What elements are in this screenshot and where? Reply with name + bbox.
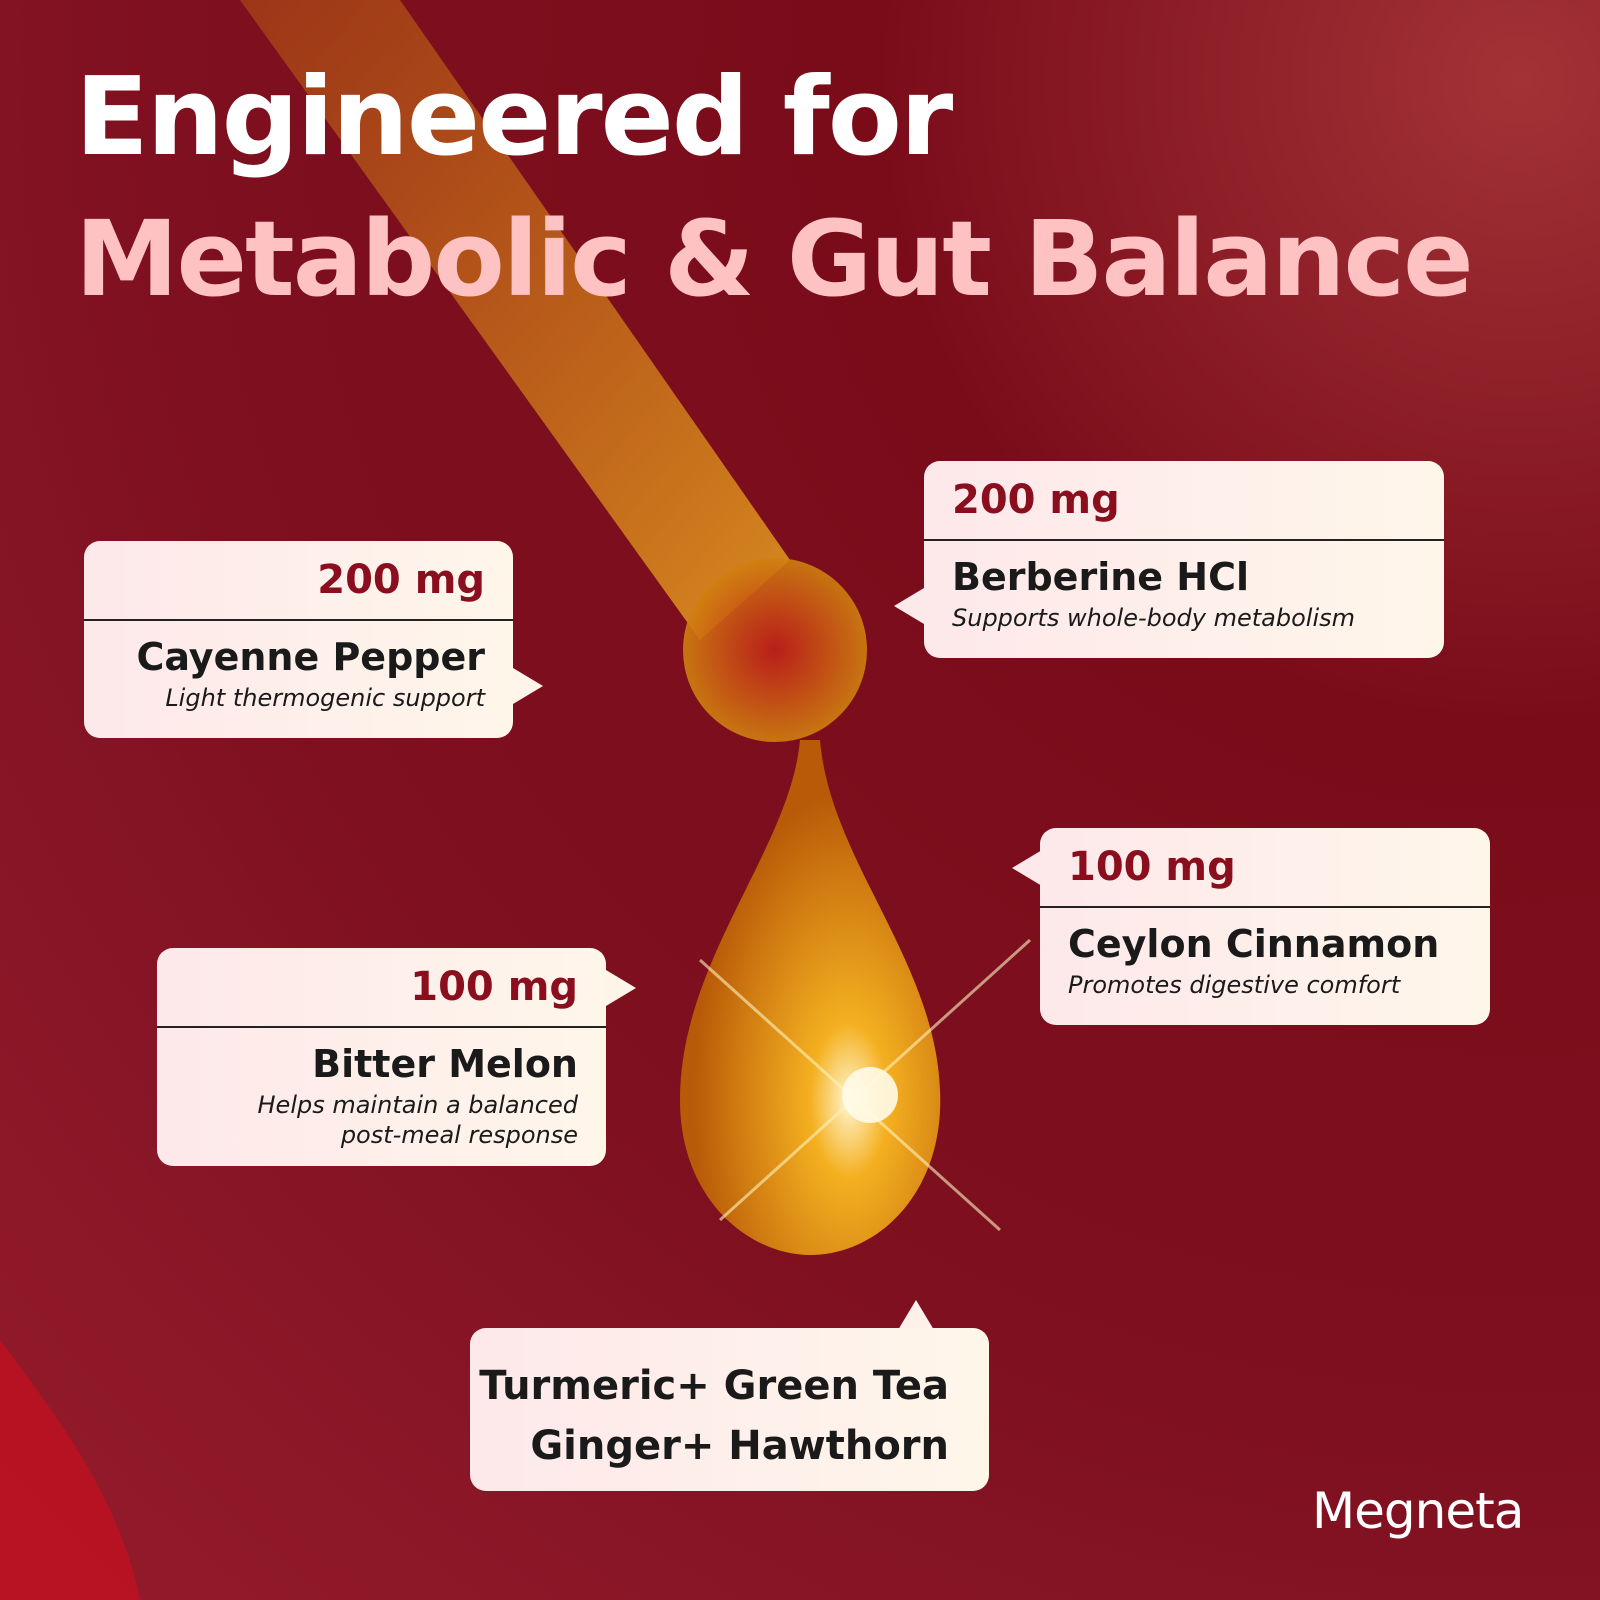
ingredient-card: 200 mg Berberine HCl Supports whole-body…	[924, 461, 1444, 658]
amount: 200 mg	[924, 461, 1444, 541]
title-line: Metabolic & Gut Balance	[75, 198, 1474, 320]
ingredient-card: 200 mg Cayenne Pepper Light thermogenic …	[84, 541, 513, 738]
amount: 100 mg	[157, 948, 606, 1028]
pointer	[894, 588, 924, 624]
description: Supports whole-body metabolism	[952, 604, 1356, 632]
pointer	[1012, 850, 1042, 886]
ingredient-card: 100 mg Ceylon Cinnamon Promotes digestiv…	[1040, 828, 1490, 1025]
blend-line: Turmeric+ Green Tea	[479, 1363, 949, 1409]
ingredient-card: 100 mg Bitter Melon Helps maintain a bal…	[157, 948, 606, 1166]
brand-logo: Megneta	[1312, 1482, 1524, 1540]
description-line: Helps maintain a balanced	[257, 1091, 579, 1119]
description-line: post-meal response	[340, 1121, 578, 1149]
pointer	[513, 668, 543, 704]
amount: 100 mg	[1040, 828, 1490, 908]
description: Light thermogenic support	[165, 684, 485, 712]
blend-line: Ginger+ Hawthorn	[530, 1423, 949, 1469]
ingredient-name: Bitter Melon	[312, 1042, 578, 1086]
pointer	[606, 970, 636, 1006]
description: Promotes digestive comfort	[1068, 971, 1401, 999]
amount: 200 mg	[84, 541, 513, 621]
ingredient-name: Berberine HCl	[952, 555, 1249, 599]
title-line: Engineered for	[75, 55, 953, 180]
ingredient-name: Ceylon Cinnamon	[1068, 922, 1440, 966]
pointer	[898, 1300, 934, 1330]
description: Helps maintain a balanced post-meal respo…	[157, 1086, 606, 1150]
blend-card: Turmeric+ Green Tea Ginger+ Hawthorn	[470, 1328, 989, 1491]
ingredient-name: Cayenne Pepper	[136, 635, 485, 679]
